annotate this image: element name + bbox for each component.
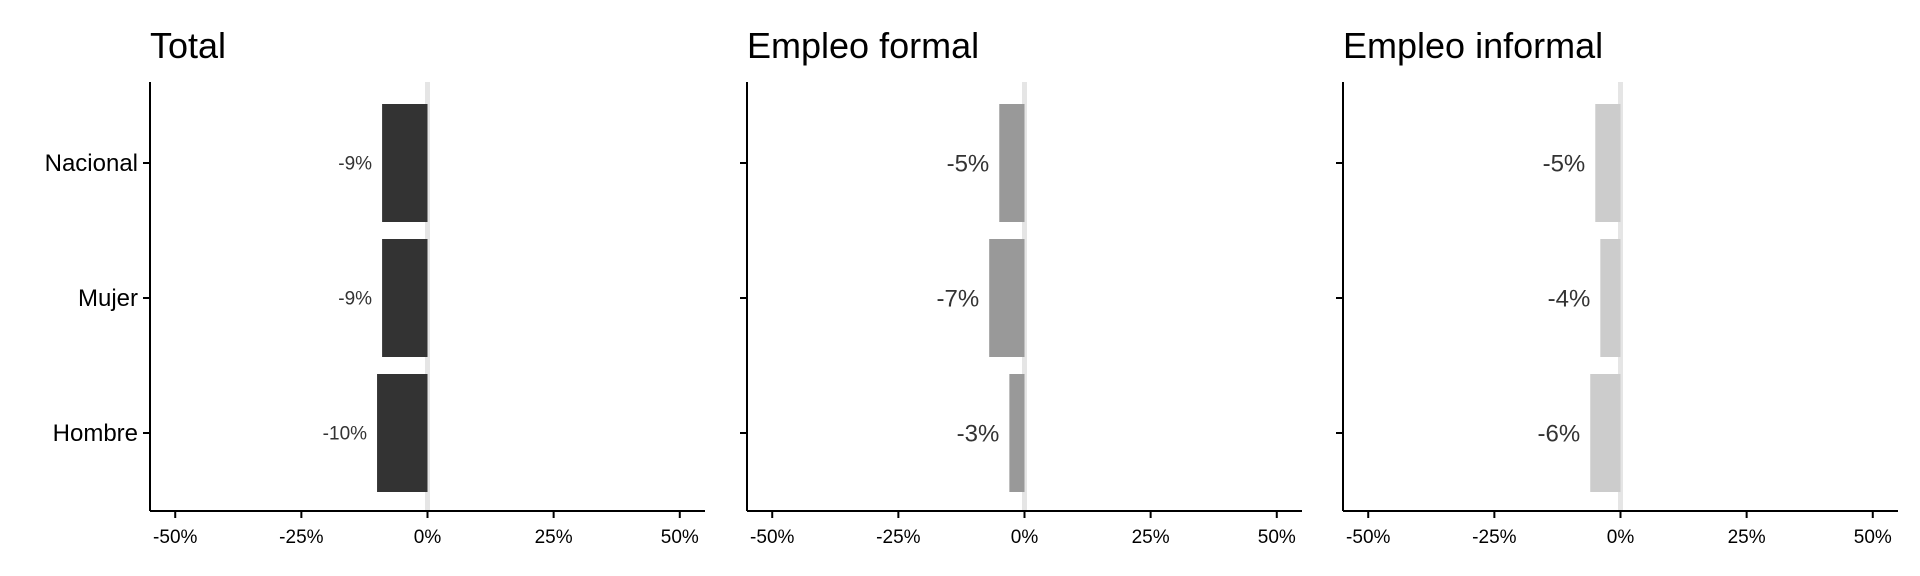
x-tick-label: -50% bbox=[153, 527, 197, 548]
x-tick-label: 50% bbox=[1854, 527, 1892, 548]
bar bbox=[1590, 374, 1621, 492]
x-tick-label: 0% bbox=[1011, 527, 1039, 548]
chart-panel-1: Total -9% -9% -10% -50% -25% 0% 25% 50% Nacional M… bbox=[45, 25, 705, 548]
x-tick-label: 50% bbox=[1258, 527, 1296, 548]
x-tick-label: -50% bbox=[1346, 527, 1390, 548]
bar bbox=[377, 374, 428, 492]
data-label: -5% bbox=[1543, 150, 1586, 177]
x-tick-label: -25% bbox=[876, 527, 920, 548]
x-tick-label: 25% bbox=[535, 527, 573, 548]
bar bbox=[382, 239, 428, 357]
x-tick-label: -25% bbox=[279, 527, 323, 548]
data-label: -9% bbox=[338, 154, 372, 175]
x-tick-label: 25% bbox=[1728, 527, 1766, 548]
x-tick-label: 25% bbox=[1132, 527, 1170, 548]
data-label: -6% bbox=[1538, 420, 1581, 447]
panel-title: Total bbox=[150, 25, 226, 66]
bar bbox=[1600, 239, 1621, 357]
data-label: -7% bbox=[936, 285, 979, 312]
bar bbox=[1595, 104, 1621, 222]
panel-title: Empleo informal bbox=[1343, 25, 1603, 66]
data-label: -5% bbox=[947, 150, 990, 177]
data-label: -9% bbox=[338, 289, 372, 310]
x-tick-label: 50% bbox=[661, 527, 699, 548]
bar bbox=[1009, 374, 1025, 492]
panel-title: Empleo formal bbox=[747, 25, 979, 66]
bar bbox=[989, 239, 1025, 357]
bar bbox=[382, 104, 428, 222]
bar bbox=[999, 104, 1025, 222]
x-tick-label: 0% bbox=[414, 527, 442, 548]
category-label: Mujer bbox=[78, 285, 138, 312]
data-label: -3% bbox=[957, 420, 1000, 447]
data-label: -4% bbox=[1548, 285, 1591, 312]
chart-panel-2: Empleo formal -5% -7% -3% -50% -25% 0% 25% 50% bbox=[740, 25, 1302, 548]
x-tick-label: -25% bbox=[1472, 527, 1516, 548]
category-label: Hombre bbox=[53, 420, 138, 447]
x-tick-label: 0% bbox=[1607, 527, 1635, 548]
x-tick-label: -50% bbox=[750, 527, 794, 548]
chart-panel-3: Empleo informal -5% -4% -6% -50% -25% 0% 25% 50% bbox=[1336, 25, 1898, 548]
data-label: -10% bbox=[323, 424, 367, 445]
category-label: Nacional bbox=[45, 150, 138, 177]
